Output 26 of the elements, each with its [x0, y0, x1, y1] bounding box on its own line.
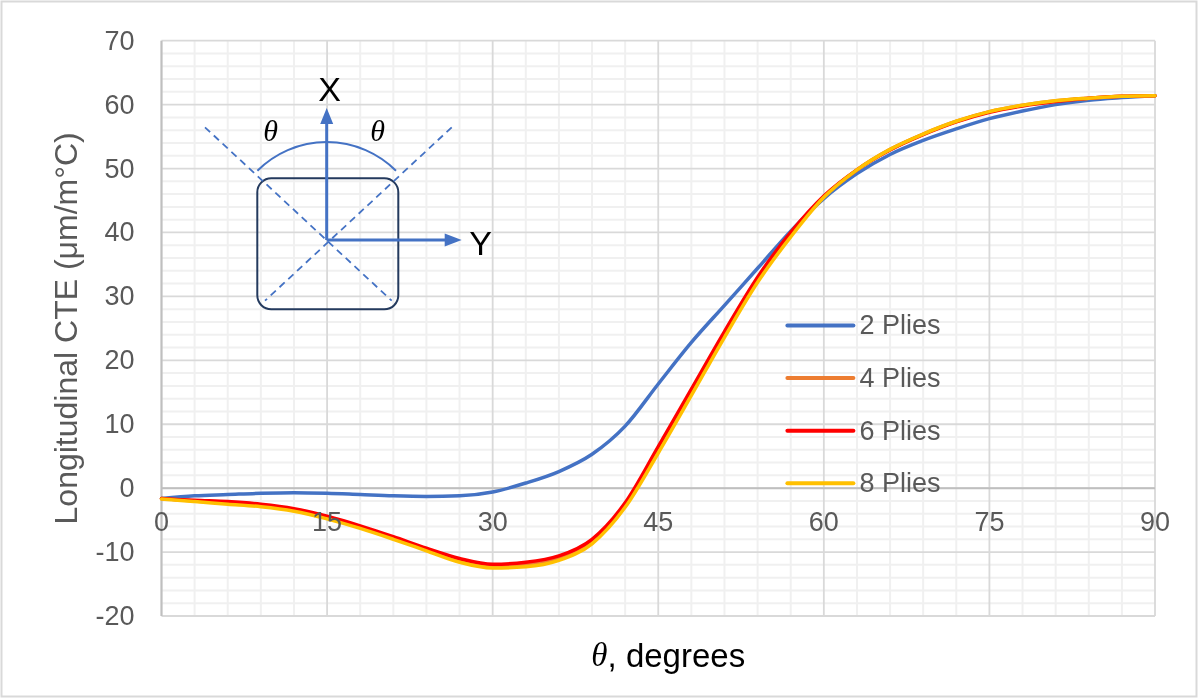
legend-label: 6 Plies [859, 415, 941, 446]
legend-label: 8 Plies [859, 468, 941, 499]
x-tick-label: 0 [153, 507, 170, 538]
x-tick-label: 75 [974, 507, 1005, 538]
annotation: X [318, 70, 342, 108]
annotation: θ [263, 113, 279, 147]
x-tick-label: 45 [643, 507, 674, 538]
legend-label: 2 Plies [859, 310, 941, 341]
y-tick-label: 60 [104, 89, 135, 120]
y-tick-label: 70 [104, 25, 135, 56]
y-tick-label: -20 [95, 601, 135, 631]
annotation: Y [469, 224, 493, 262]
y-tick-label: 10 [104, 409, 135, 440]
y-tick-label: 30 [104, 281, 135, 312]
x-axis-title: θ, degrees [591, 636, 746, 674]
annotation: θ [370, 113, 386, 147]
y-tick-label: 40 [104, 217, 135, 248]
y-tick-label: -10 [95, 537, 135, 568]
y-tick-label: 0 [119, 473, 135, 504]
x-tick-label: 90 [1139, 507, 1171, 538]
legend-label: 4 Plies [859, 363, 941, 394]
x-tick-label: 60 [808, 507, 839, 538]
y-axis-title: Longitudinal CTE (μm/m°C) [48, 132, 84, 525]
x-tick-label: 30 [477, 507, 508, 538]
y-tick-label: 50 [104, 153, 135, 184]
y-tick-label: 20 [104, 345, 135, 376]
